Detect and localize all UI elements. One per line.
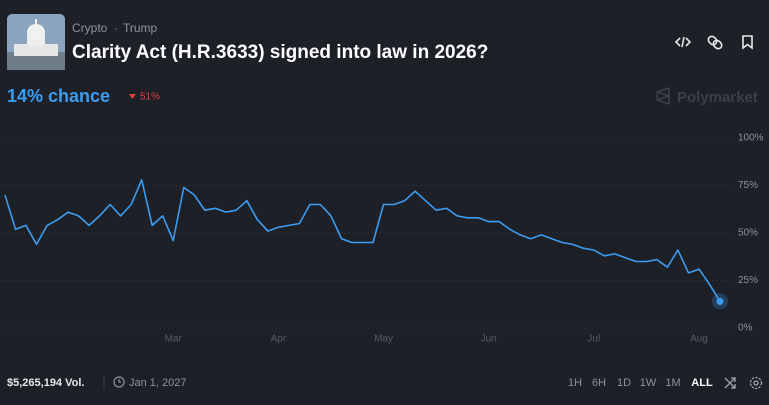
range-button[interactable]: 1W <box>640 377 657 389</box>
x-tick-label: Jul <box>587 334 600 345</box>
chance-change: 51% <box>140 92 160 103</box>
down-arrow <box>129 94 136 99</box>
x-tick-label: Aug <box>690 334 708 345</box>
y-tick-label: 0% <box>738 323 753 334</box>
y-tick-label: 75% <box>738 180 758 191</box>
tag[interactable]: Trump <box>123 21 158 35</box>
x-tick-label: Apr <box>271 334 287 345</box>
x-tick-label: May <box>374 334 393 345</box>
y-tick-label: 25% <box>738 275 758 286</box>
end-dot <box>716 297 724 305</box>
shuffle-icon[interactable] <box>724 377 736 389</box>
separator: · <box>114 21 118 35</box>
market-title: Clarity Act (H.R.3633) signed into law i… <box>72 42 488 63</box>
tag[interactable]: Crypto <box>72 21 108 35</box>
x-tick-label: Jun <box>481 334 497 345</box>
range-button[interactable]: 6H <box>592 377 606 389</box>
y-tick-label: 100% <box>738 133 764 144</box>
chart: 0% 25% 50% 75% 100% Mar Apr May Jun Jul Aug <box>0 133 764 345</box>
range-button[interactable]: 1M <box>665 377 680 389</box>
y-tick-label: 50% <box>738 228 758 239</box>
brand: Polymarket <box>677 89 758 106</box>
chance: 14% chance <box>7 86 110 106</box>
clock-icon <box>113 376 125 388</box>
volume: $5,265,194 Vol. <box>7 377 84 389</box>
embed-icon[interactable] <box>674 36 692 48</box>
range-button[interactable]: ALL <box>691 377 713 389</box>
range-button[interactable]: 1H <box>568 377 582 389</box>
x-tick-label: Mar <box>165 334 183 345</box>
end-date: Jan 1, 2027 <box>129 377 187 389</box>
range-buttons: 1H 6H 1D 1W 1M ALL <box>568 377 713 389</box>
bookmark-icon[interactable] <box>742 35 753 50</box>
market-image <box>7 14 65 70</box>
link-icon[interactable] <box>707 35 723 50</box>
price-line <box>4 179 721 302</box>
range-button[interactable]: 1D <box>617 377 631 389</box>
brand-logo <box>656 86 670 106</box>
settings-icon[interactable] <box>749 376 763 390</box>
